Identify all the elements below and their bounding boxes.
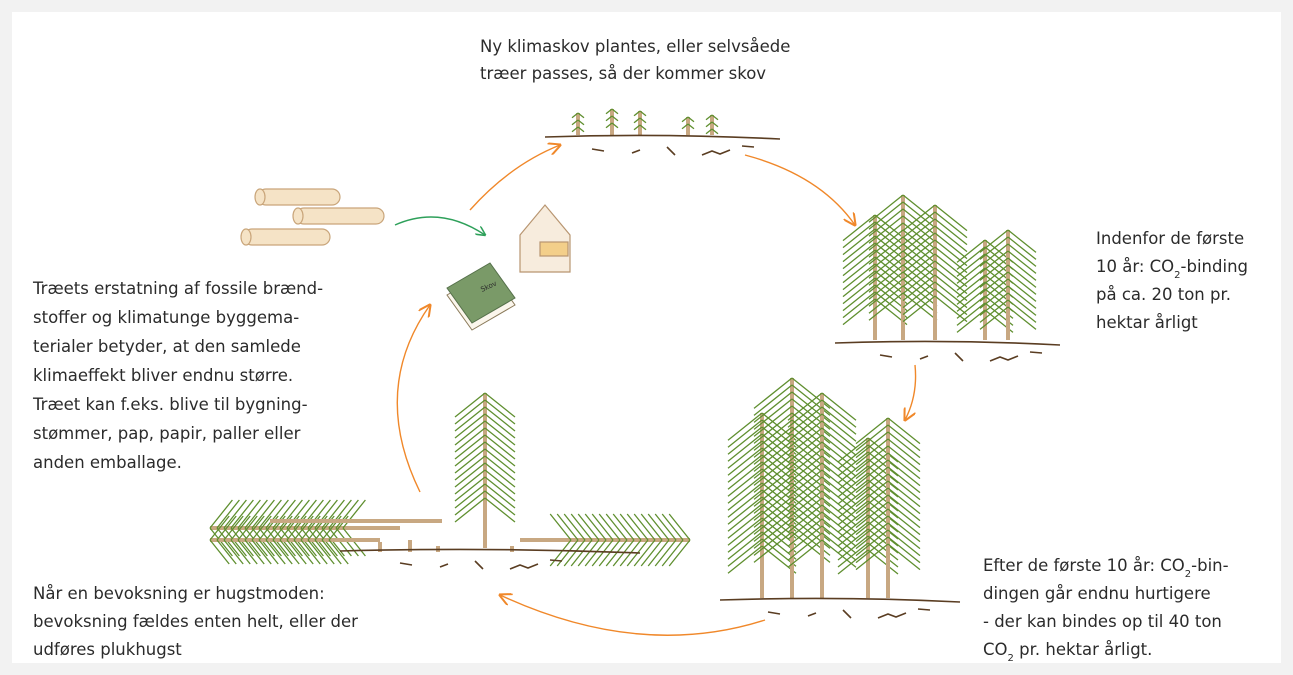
label-line: terialer betyder, at den samlede bbox=[33, 337, 301, 356]
text: anden emballage. bbox=[33, 453, 182, 472]
text: stømmer, pap, papir, paller eller bbox=[33, 424, 301, 443]
text: dingen går endnu hurtigere bbox=[983, 584, 1211, 603]
label-line: udføres plukhugst bbox=[33, 640, 182, 659]
label-line: klimaeffekt bliver endnu større. bbox=[33, 366, 293, 385]
text: Når en bevoksning er hugstmoden: bbox=[33, 584, 325, 603]
label-line: - der kan bindes op til 40 ton bbox=[983, 612, 1222, 631]
text: -bin- bbox=[1191, 556, 1228, 575]
label-line: Træets erstatning af fossile brænd- bbox=[32, 279, 323, 298]
text: - der kan bindes op til 40 ton bbox=[983, 612, 1222, 631]
label-line: Indenfor de første bbox=[1096, 229, 1244, 248]
label-line: Træet kan f.eks. blive til bygning- bbox=[32, 395, 308, 414]
label-line: træer passes, så der kommer skov bbox=[480, 64, 766, 83]
text: på ca. 20 ton pr. bbox=[1096, 285, 1231, 304]
label-line: Ny klimaskov plantes, eller selvsåede bbox=[480, 37, 790, 56]
text: hektar årligt bbox=[1096, 313, 1198, 332]
label-line: dingen går endnu hurtigere bbox=[983, 584, 1211, 603]
label-line: stoffer og klimatunge byggema- bbox=[33, 308, 299, 327]
label-line: hektar årligt bbox=[1096, 313, 1198, 332]
diagram: Skov Ny klimaskov plantes, eller selvsåe… bbox=[0, 0, 1293, 675]
text: 10 år: CO bbox=[1096, 257, 1174, 276]
label-line: anden emballage. bbox=[33, 453, 182, 472]
text: klimaeffekt bliver endnu større. bbox=[33, 366, 293, 385]
text: Efter de første 10 år: CO bbox=[983, 556, 1185, 575]
text: stoffer og klimatunge byggema- bbox=[33, 308, 299, 327]
text: bevoksning fældes enten helt, eller der bbox=[33, 612, 358, 631]
label-line: Når en bevoksning er hugstmoden: bbox=[33, 584, 325, 603]
text: pr. hektar årligt. bbox=[1014, 640, 1153, 659]
text: terialer betyder, at den samlede bbox=[33, 337, 301, 356]
text: Ny klimaskov plantes, eller selvsåede bbox=[480, 37, 790, 56]
text: udføres plukhugst bbox=[33, 640, 182, 659]
text: træer passes, så der kommer skov bbox=[480, 64, 766, 83]
text: CO bbox=[983, 640, 1008, 659]
text: -binding bbox=[1181, 257, 1248, 276]
tree bbox=[706, 115, 718, 135]
label-line: på ca. 20 ton pr. bbox=[1096, 285, 1231, 304]
text: Træets erstatning af fossile brænd- bbox=[32, 279, 323, 298]
label-line: bevoksning fældes enten helt, eller der bbox=[33, 612, 358, 631]
label-line: stømmer, pap, papir, paller eller bbox=[33, 424, 301, 443]
text: Træet kan f.eks. blive til bygning- bbox=[32, 395, 308, 414]
text: Indenfor de første bbox=[1096, 229, 1244, 248]
